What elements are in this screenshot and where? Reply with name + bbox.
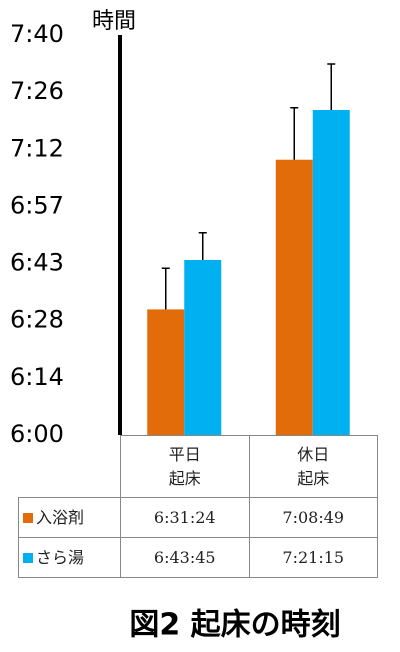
value-label: 7:08:49 [248,497,378,538]
bar [312,110,350,435]
legend-label: 入浴剤 [36,507,85,527]
bar [275,159,313,435]
legend-swatch [23,552,33,563]
error-bar [290,106,299,160]
error-bar [198,232,207,260]
chart-title: 図2 起床の時刻 [129,608,340,643]
category-label: 休日 起床 [248,435,378,498]
bar [184,260,222,435]
y-tick-label: 6:28 [10,306,64,334]
value-label: 6:43:45 [120,537,250,578]
legend-swatch [23,512,33,523]
y-tick-label: 7:12 [10,134,64,162]
y-tick-label: 6:14 [10,363,64,391]
legend-entry: さら湯 [18,537,121,578]
y-axis-label: 時間 [92,9,136,34]
legend-entry: 入浴剤 [18,497,121,538]
y-tick-label: 6:57 [10,191,64,219]
error-bar [327,63,336,110]
value-label: 6:31:24 [120,497,250,538]
error-bar [161,267,170,310]
value-label: 7:21:15 [248,537,378,578]
bar [147,309,185,435]
y-tick-label: 6:43 [10,249,64,277]
category-label: 平日 起床 [120,435,250,498]
legend-label: さら湯 [36,547,85,567]
y-tick-label: 6:00 [10,420,64,448]
y-tick-label: 7:40 [10,20,64,48]
y-tick-label: 7:26 [10,77,64,105]
